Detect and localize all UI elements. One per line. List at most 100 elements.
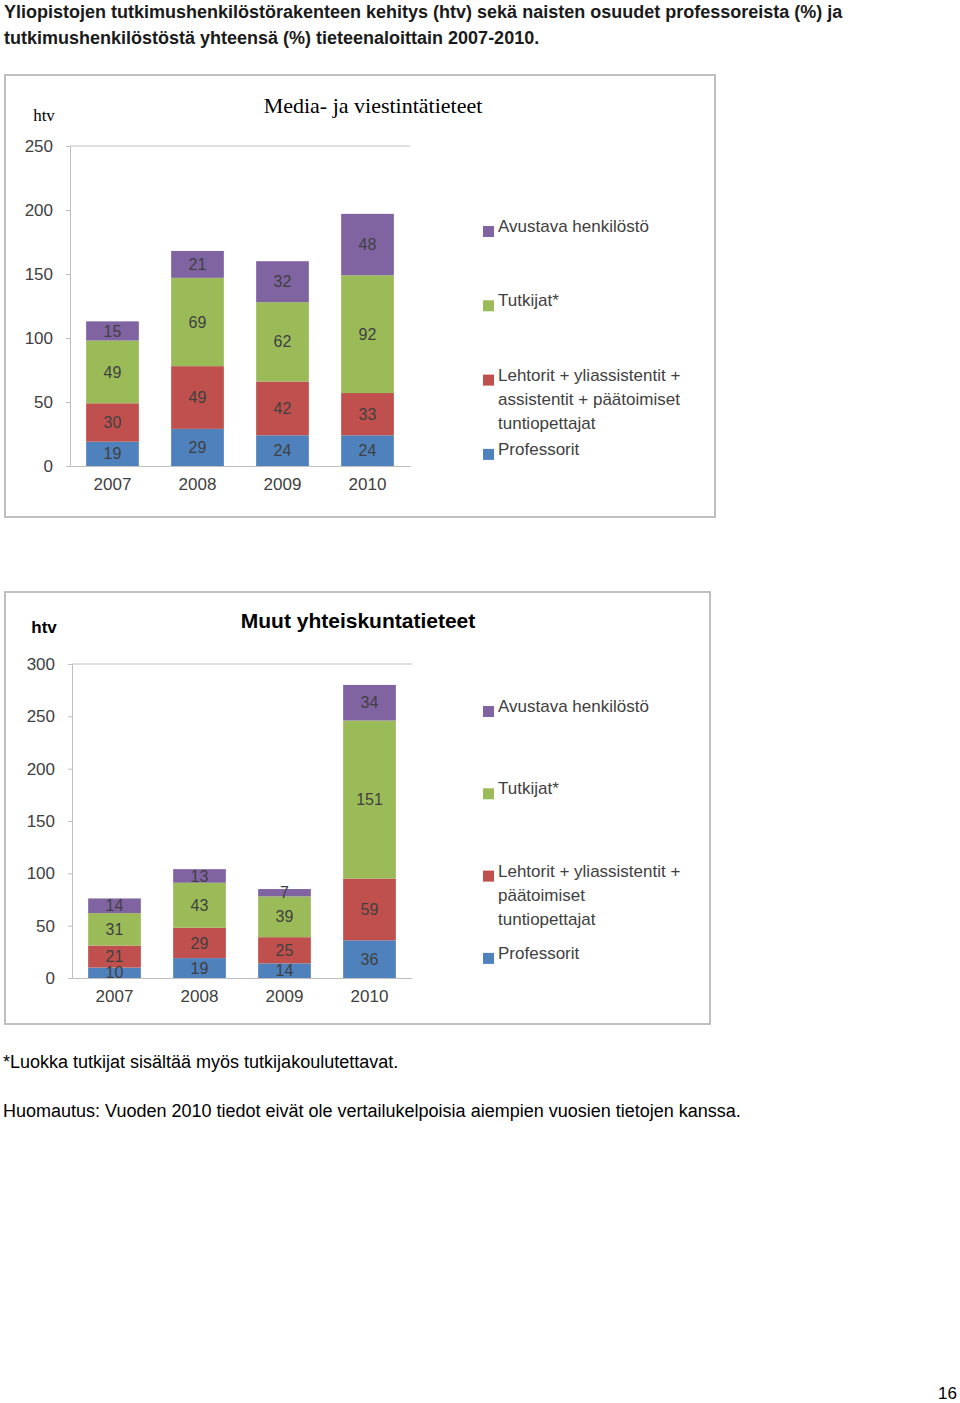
- data-label: 49: [104, 364, 122, 381]
- footnote: Huomautus: Vuoden 2010 tiedot eivät ole …: [3, 1101, 741, 1121]
- chart: Muut yhteiskuntatieteethtv05010015020025…: [5, 592, 710, 1024]
- legend-swatch: [483, 706, 494, 717]
- y-tick-mark: [68, 769, 72, 770]
- y-tick-mark: [68, 716, 72, 717]
- bar-segment: [341, 435, 394, 466]
- data-label: 62: [274, 333, 292, 350]
- legend-item: Tutkijat*: [483, 779, 559, 799]
- data-label: 151: [356, 791, 383, 808]
- chart-title: Muut yhteiskuntatieteet: [241, 609, 476, 632]
- legend-swatch: [483, 871, 494, 882]
- y-tick: 250: [25, 137, 70, 156]
- y-tick-label: 200: [25, 201, 53, 220]
- y-tick-mark: [68, 978, 72, 979]
- legend-label: Tutkijat*: [498, 779, 559, 798]
- legend-label: Avustava henkilöstö: [498, 217, 649, 236]
- bar-segment: [256, 302, 309, 381]
- y-tick: 250: [27, 707, 72, 726]
- x-axis: 2007 2008 2009 2010: [71, 466, 411, 494]
- x-tick-label: 2009: [264, 475, 302, 494]
- y-axis: 050100150200250: [25, 137, 71, 476]
- legend-swatch: [483, 226, 494, 237]
- chart: Media- ja viestintätieteethtv05010015020…: [5, 75, 715, 517]
- y-tick-mark: [68, 664, 72, 665]
- y-tick-label: 200: [27, 760, 55, 779]
- y-tick-mark: [68, 873, 72, 874]
- x-tick-label: 2008: [181, 987, 219, 1006]
- y-tick: 50: [36, 917, 72, 936]
- x-tick-label: 2009: [266, 987, 304, 1006]
- x-tick-label: 2007: [94, 475, 132, 494]
- bar-segment: [341, 275, 394, 393]
- bars: [86, 214, 394, 466]
- bar-segment: [341, 393, 394, 435]
- legend-label: Lehtorit + yliassistentit +assistentit +…: [498, 366, 680, 433]
- legend-label: Avustava henkilöstö: [498, 697, 649, 716]
- data-label: 24: [274, 442, 292, 459]
- x-axis-line: [73, 978, 413, 979]
- bar-segment: [86, 321, 139, 340]
- data-label: 15: [104, 323, 122, 340]
- legend-swatch: [483, 449, 494, 460]
- y-tick-mark: [66, 402, 70, 403]
- legend-item: Avustava henkilöstö: [483, 697, 649, 717]
- page-number: 16: [938, 1384, 957, 1403]
- y-tick-label: 300: [27, 655, 55, 674]
- data-label: 43: [191, 897, 209, 914]
- page-title: tutkimushenkilöstöstä yhteensä (%) tiete…: [4, 28, 539, 48]
- bar-segment: [171, 429, 224, 466]
- x-tick: 2010: [351, 978, 389, 1006]
- y-axis-title: htv: [31, 618, 57, 637]
- x-tick: 2008: [179, 466, 217, 494]
- data-label: 48: [359, 236, 377, 253]
- legend-item: Professorit: [483, 944, 580, 964]
- legend-item: Avustava henkilöstö: [483, 217, 649, 237]
- data-label: 92: [359, 326, 377, 343]
- x-axis-line: [71, 466, 411, 467]
- bar-segment: [86, 341, 139, 404]
- y-tick: 0: [44, 457, 70, 476]
- bar-segment: [88, 946, 141, 968]
- legend: Avustava henkilöstö Tutkijat* Lehtorit + y…: [483, 697, 680, 964]
- plot-border: [72, 664, 412, 665]
- data-label: 31: [106, 921, 124, 938]
- bar-segment: [88, 913, 141, 945]
- x-tick-label: 2010: [349, 475, 387, 494]
- y-axis-line: [68, 665, 73, 979]
- plot-border: [70, 146, 410, 147]
- y-tick: 300: [27, 655, 72, 674]
- data-labels: 19292424304942334969629215213248: [104, 236, 377, 462]
- bars: [88, 685, 396, 978]
- x-tick: 2009: [266, 978, 304, 1006]
- data-label: 36: [361, 951, 379, 968]
- y-tick-mark: [68, 821, 72, 822]
- data-label: 34: [361, 694, 379, 711]
- bar-segment: [86, 442, 139, 466]
- y-tick-mark: [66, 338, 70, 339]
- y-tick: 200: [27, 760, 72, 779]
- legend-label: Lehtorit + yliassistentit +päätoimisettu…: [498, 862, 680, 929]
- bar-segment: [256, 261, 309, 302]
- y-tick-label: 100: [27, 864, 55, 883]
- y-tick: 50: [34, 393, 70, 412]
- x-tick: 2009: [264, 466, 302, 494]
- bar-segment: [256, 435, 309, 466]
- y-tick-label: 250: [27, 707, 55, 726]
- x-tick: 2010: [349, 466, 387, 494]
- data-label: 29: [189, 439, 207, 456]
- data-label: 49: [189, 389, 207, 406]
- data-label: 39: [276, 908, 294, 925]
- x-tick-label: 2008: [179, 475, 217, 494]
- bar-segment: [171, 251, 224, 278]
- legend-swatch: [483, 375, 494, 386]
- bar-segment: [171, 278, 224, 366]
- y-tick-label: 150: [25, 265, 53, 284]
- y-tick: 100: [27, 864, 72, 883]
- data-label: 21: [106, 948, 124, 965]
- x-tick-label: 2007: [96, 987, 134, 1006]
- legend-item: Lehtorit + yliassistentit +päätoimisettu…: [483, 862, 680, 929]
- legend-swatch: [483, 953, 494, 964]
- y-tick: 150: [27, 812, 72, 831]
- data-label: 25: [276, 942, 294, 959]
- legend-label: Professorit: [498, 440, 580, 459]
